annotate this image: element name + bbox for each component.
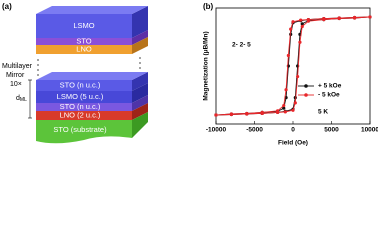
data-point <box>298 40 302 44</box>
data-point <box>245 111 249 116</box>
data-point <box>229 112 233 116</box>
layer-side <box>132 72 148 91</box>
panel-a: (a) Multilayer Mirror 10× dML <box>2 2 33 119</box>
data-point <box>322 16 326 21</box>
layer-front <box>36 103 132 111</box>
layer-side <box>132 95 148 111</box>
data-point <box>276 109 280 113</box>
panel-label: (a) <box>2 2 12 11</box>
data-point <box>300 22 304 26</box>
data-point <box>289 27 293 31</box>
layer-label: STO (substrate) <box>53 125 107 134</box>
data-point <box>337 16 341 20</box>
data-point <box>368 15 372 19</box>
period-sub: ML <box>20 97 27 103</box>
layer-label: STO (n u.c.) <box>60 102 101 111</box>
series-line <box>215 16 371 116</box>
substrate-side <box>132 112 148 138</box>
data-point <box>296 74 300 79</box>
layer-side <box>132 30 148 45</box>
figure: (a) Multilayer Mirror 10× dML LSMOSTOLNO… <box>2 2 378 147</box>
x-tick-label: -10000 <box>206 127 227 134</box>
series-line <box>215 16 371 116</box>
x-tick-label: -5000 <box>246 127 263 134</box>
x-tick-label: 0 <box>291 127 295 134</box>
x-axis-title: Field (Oe) <box>278 140 308 147</box>
layer-label: STO <box>76 36 91 45</box>
dot <box>37 74 39 76</box>
layer-top <box>36 6 148 14</box>
panel-label: (b) <box>203 2 214 11</box>
mirror-label: 10× <box>10 81 22 88</box>
period: d <box>16 95 20 102</box>
dot <box>139 62 141 64</box>
dot <box>37 59 39 61</box>
layer-front <box>36 38 132 45</box>
layer-label: LSMO <box>73 21 94 30</box>
layer-front <box>36 45 132 54</box>
data-point <box>299 18 303 22</box>
annotation: 2- 2- 5 <box>232 42 251 49</box>
legend-marker <box>304 93 308 97</box>
layer-front <box>36 91 132 103</box>
data-point <box>291 20 295 24</box>
data-point <box>282 106 286 110</box>
annotation: 5 K <box>318 109 328 116</box>
data-point <box>293 101 297 105</box>
layer-side <box>132 6 148 38</box>
layer-side <box>132 103 148 120</box>
period-label: dML <box>16 95 27 103</box>
data-point <box>286 53 290 58</box>
dot <box>37 69 39 71</box>
data-point <box>260 110 264 114</box>
data-point <box>353 15 357 20</box>
layer-front <box>36 14 132 38</box>
layer-label: LNO (2 u.c.) <box>60 110 101 119</box>
layer-label: STO (n u.c.) <box>60 80 101 89</box>
mirror-label: Multilayer <box>2 63 33 70</box>
mirror-label: Mirror <box>6 72 25 79</box>
legend-label: + 5 kOe <box>318 83 342 90</box>
layer-side <box>132 83 148 103</box>
layer-label: LSMO (5 u.c.) <box>57 92 104 101</box>
data-point <box>300 24 304 29</box>
legend-label: - 5 kOe <box>318 92 340 99</box>
layer-front <box>36 80 132 91</box>
x-tick-label: 5000 <box>324 127 339 134</box>
data-point <box>282 103 286 108</box>
layer-top <box>36 72 148 80</box>
layer-front <box>36 111 132 120</box>
y-axis-title: Magnetization (μB/Mn) <box>203 31 210 100</box>
dot <box>139 67 141 69</box>
data-point <box>214 113 218 117</box>
data-point <box>291 108 295 112</box>
dot <box>139 57 141 59</box>
data-point <box>306 18 310 22</box>
plot-frame <box>215 7 371 125</box>
x-tick-label: 10000 <box>361 127 378 134</box>
data-point <box>283 110 287 114</box>
layer-label: LNO <box>76 44 92 53</box>
legend-marker <box>304 84 308 88</box>
dot <box>37 64 39 66</box>
data-point <box>284 88 288 92</box>
substrate-front <box>36 120 132 144</box>
layer-side <box>132 37 148 54</box>
